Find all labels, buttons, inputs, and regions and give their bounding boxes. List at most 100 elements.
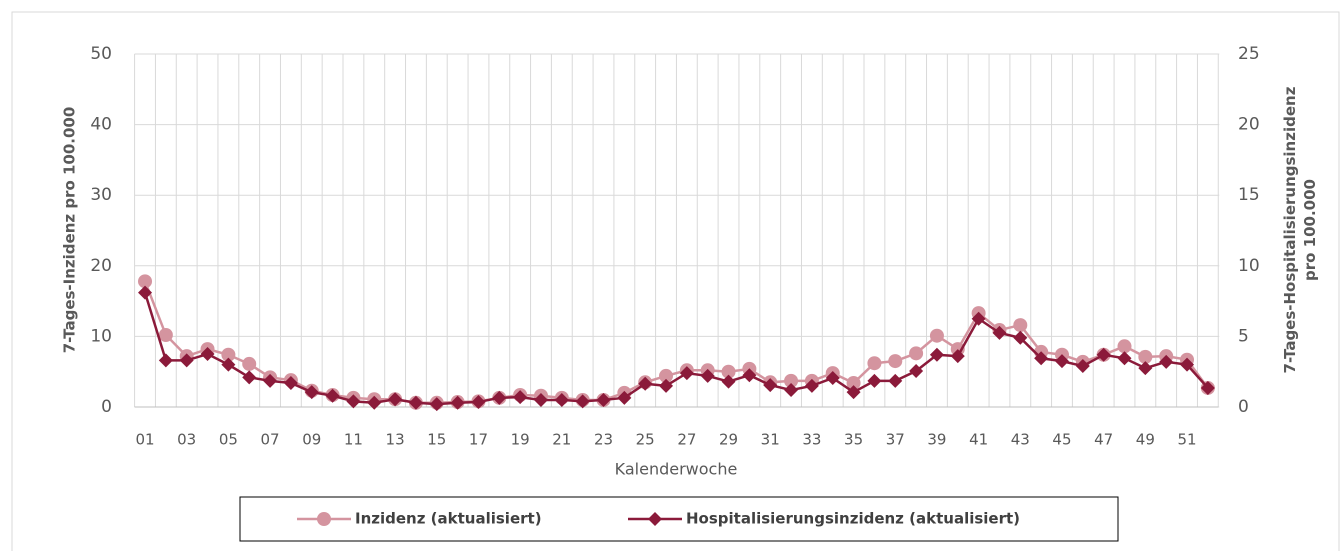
marker: [1117, 339, 1132, 354]
legend-marker: [317, 512, 331, 526]
marker: [1138, 361, 1153, 376]
marker: [1054, 354, 1069, 369]
x-tick-label: 27: [677, 431, 696, 449]
marker: [450, 395, 465, 410]
marker: [659, 378, 674, 393]
y-tick-label: 20: [90, 256, 112, 276]
x-tick-label: 37: [886, 431, 905, 449]
marker: [1159, 354, 1174, 369]
x-tick-label: 01: [135, 431, 154, 449]
marker: [1075, 359, 1090, 374]
y2-tick-label: 10: [1238, 256, 1260, 276]
x-tick-label: 43: [1011, 431, 1030, 449]
marker: [1013, 330, 1028, 345]
marker: [659, 368, 674, 383]
y-tick-label: 50: [90, 44, 112, 64]
marker: [325, 388, 340, 403]
marker: [784, 383, 799, 398]
marker: [367, 395, 382, 410]
x-tick-label: 09: [302, 431, 321, 449]
marker: [888, 373, 903, 388]
legend-marker: [648, 512, 662, 526]
marker: [554, 392, 569, 407]
x-tick-label: 03: [177, 431, 196, 449]
x-tick-label: 45: [1052, 431, 1071, 449]
marker: [909, 363, 924, 378]
x-tick-label: 21: [552, 431, 571, 449]
y2-tick-label: 25: [1238, 44, 1260, 64]
series-line: [143, 292, 1209, 406]
x-axis-title: Kalenderwoche: [615, 460, 738, 479]
marker: [846, 375, 861, 390]
y-tick-label: 40: [90, 115, 112, 135]
y-tick-label: 10: [90, 326, 112, 346]
x-tick-label: 13: [386, 431, 405, 449]
x-tick-label: 17: [469, 431, 488, 449]
marker: [221, 347, 236, 362]
x-tick-label: 47: [1094, 431, 1113, 449]
x-tick-label: 31: [761, 431, 780, 449]
marker: [867, 356, 882, 371]
marker: [242, 356, 257, 371]
marker: [346, 394, 361, 409]
chart-border: [11, 11, 1340, 551]
marker: [742, 368, 757, 383]
marker: [867, 373, 882, 388]
marker: [950, 349, 965, 364]
y-tick-label: 0: [101, 397, 112, 417]
marker: [721, 374, 736, 389]
marker: [263, 373, 278, 388]
marker: [242, 370, 257, 385]
marker: [471, 395, 486, 410]
marker: [1138, 349, 1153, 364]
x-tick-label: 15: [427, 431, 446, 449]
marker: [1180, 357, 1195, 372]
marker: [929, 347, 944, 362]
y2-tick-label: 15: [1238, 185, 1260, 205]
marker: [138, 285, 153, 300]
x-tick-label: 07: [261, 431, 280, 449]
x-tick-label: 25: [636, 431, 655, 449]
marker: [575, 394, 590, 409]
marker: [388, 392, 403, 407]
y-tick-label: 30: [90, 185, 112, 205]
y2-tick-label: 0: [1238, 397, 1249, 417]
marker: [158, 327, 173, 342]
marker: [138, 274, 153, 289]
marker: [763, 378, 778, 393]
x-tick-label: 33: [802, 431, 821, 449]
marker: [888, 354, 903, 369]
x-tick-label: 19: [511, 431, 530, 449]
x-tick-label: 41: [969, 431, 988, 449]
marker: [825, 371, 840, 386]
x-tick-label: 39: [927, 431, 946, 449]
x-tick-label: 35: [844, 431, 863, 449]
marker: [971, 311, 986, 326]
marker: [700, 368, 715, 383]
marker: [721, 364, 736, 379]
marker: [617, 390, 632, 405]
x-tick-label: 51: [1177, 431, 1196, 449]
marker: [929, 328, 944, 343]
marker: [221, 357, 236, 372]
marker: [283, 375, 298, 390]
marker: [1096, 347, 1111, 362]
marker: [992, 325, 1007, 340]
legend-label: Hospitalisierungsinzidenz (aktualisiert): [686, 510, 1020, 528]
marker: [513, 390, 528, 405]
x-tick-label: 23: [594, 431, 613, 449]
y2-tick-label: 20: [1238, 115, 1260, 135]
marker: [408, 395, 423, 410]
marker: [1013, 318, 1028, 333]
marker: [596, 392, 611, 407]
marker: [638, 376, 653, 391]
marker: [1034, 351, 1049, 366]
marker: [950, 342, 965, 357]
grid: [134, 53, 1219, 408]
marker: [1200, 380, 1215, 395]
x-tick-label: 29: [719, 431, 738, 449]
marker: [804, 378, 819, 393]
marker: [158, 353, 173, 368]
marker: [304, 385, 319, 400]
